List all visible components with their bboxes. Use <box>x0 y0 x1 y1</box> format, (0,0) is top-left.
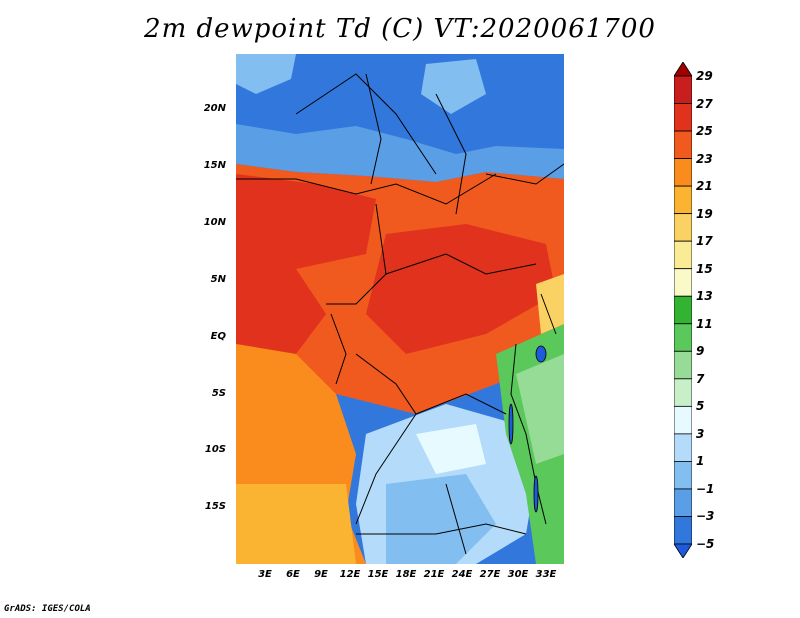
colorbar-swatch <box>674 75 692 104</box>
lon-label: 3E <box>258 569 272 580</box>
lake-tanganyika <box>508 403 514 445</box>
lon-label: 18E <box>395 569 417 580</box>
region-sahel-cool <box>236 124 564 182</box>
region-sahara-north <box>236 54 564 154</box>
border-line <box>365 73 382 185</box>
region-nw-patch <box>236 54 296 94</box>
colorbar-swatch <box>674 433 692 462</box>
colorbar-level-label: −3 <box>696 509 715 524</box>
lon-label: 15E <box>367 569 389 580</box>
lat-label: 10N <box>203 217 226 228</box>
colorbar-swatch <box>674 516 692 545</box>
lon-label: 33E <box>535 569 557 580</box>
colorbar-swatch <box>674 295 692 325</box>
colorbar-level-label: 29 <box>696 69 713 83</box>
lat-label: 5S <box>211 388 226 399</box>
lat-label: 5N <box>210 274 226 285</box>
lon-label: 12E <box>339 569 361 580</box>
lat-label: 10S <box>204 444 226 455</box>
region-gulf-guinea <box>236 254 326 354</box>
colorbar-level-label: 7 <box>696 371 705 386</box>
colorbar-level-label: 5 <box>696 399 705 414</box>
border-line <box>485 163 564 185</box>
colorbar-level-label: 9 <box>696 344 705 359</box>
dewpoint-map <box>236 54 564 564</box>
lon-label: 21E <box>423 569 445 580</box>
lat-label: EQ <box>210 331 226 342</box>
colorbar-swatch <box>674 461 692 490</box>
colorbar <box>674 62 692 558</box>
border-line <box>295 73 437 175</box>
colorbar-swatch <box>674 103 692 132</box>
colorbar-bottom-arrow <box>674 543 692 558</box>
region-highland-patch <box>421 59 486 114</box>
colorbar-swatch <box>674 268 692 297</box>
border-line <box>540 293 557 335</box>
lon-label: 9E <box>314 569 328 580</box>
region-plateau-light <box>416 424 486 474</box>
colorbar-swatch <box>674 323 692 352</box>
colorbar-swatch <box>674 350 692 380</box>
lat-label: 15N <box>203 160 226 171</box>
lat-label: 15S <box>204 501 226 512</box>
colorbar-level-label: 21 <box>696 179 713 194</box>
border-line <box>385 253 537 275</box>
region-southern-cooler <box>386 474 496 564</box>
region-west-africa-warm <box>236 174 376 269</box>
border-line <box>510 343 547 525</box>
colorbar-level-label: 11 <box>696 316 713 331</box>
colorbar-swatch <box>674 405 692 435</box>
colorbar-level-label: −5 <box>696 537 715 551</box>
map-panel <box>236 54 564 564</box>
colorbar-level-label: 25 <box>696 124 713 139</box>
colorbar-swatch <box>674 488 692 517</box>
colorbar-swatch <box>674 378 692 407</box>
colorbar-level-label: 19 <box>696 206 713 221</box>
border-line <box>435 93 467 215</box>
colorbar-swatch <box>674 213 692 242</box>
border-line <box>236 173 497 205</box>
colorbar-swatch <box>674 158 692 187</box>
lon-label: 24E <box>451 569 473 580</box>
colorbar-swatch <box>674 130 692 159</box>
colorbar-level-label: 27 <box>696 96 713 111</box>
chart-title: 2m dewpoint Td (C) VT:2020061700 <box>144 14 656 44</box>
colorbar-level-label: −1 <box>696 481 715 496</box>
region-congo-basin <box>366 224 556 354</box>
colorbar-swatch <box>674 240 692 270</box>
lake-malawi <box>533 475 539 513</box>
colorbar-level-label: 13 <box>696 289 713 304</box>
border-line <box>330 313 347 385</box>
border-line <box>415 393 507 415</box>
border-line <box>326 203 387 305</box>
colorbar-level-label: 3 <box>696 426 705 441</box>
border-line <box>356 523 527 535</box>
colorbar-level-label: 17 <box>696 234 713 249</box>
colorbar-top-arrow <box>674 62 692 77</box>
lon-label: 27E <box>479 569 501 580</box>
lat-label: 20N <box>203 103 226 114</box>
lake-victoria <box>535 345 547 363</box>
lakes <box>508 345 547 513</box>
colorbar-swatch <box>674 185 692 215</box>
credit-text: GrADS: IGES/COLA <box>4 604 91 614</box>
colorbar-level-label: 23 <box>696 151 713 166</box>
region-ethiopia-edge <box>536 274 564 334</box>
lon-label: 6E <box>286 569 300 580</box>
country-borders <box>236 73 564 555</box>
region-lakes-green <box>516 354 564 464</box>
region-atlantic-far-south <box>236 484 356 564</box>
border-line <box>445 483 467 555</box>
colorbar-level-label: 1 <box>696 454 705 469</box>
lon-label: 30E <box>507 569 529 580</box>
colorbar-level-label: 15 <box>696 261 713 276</box>
